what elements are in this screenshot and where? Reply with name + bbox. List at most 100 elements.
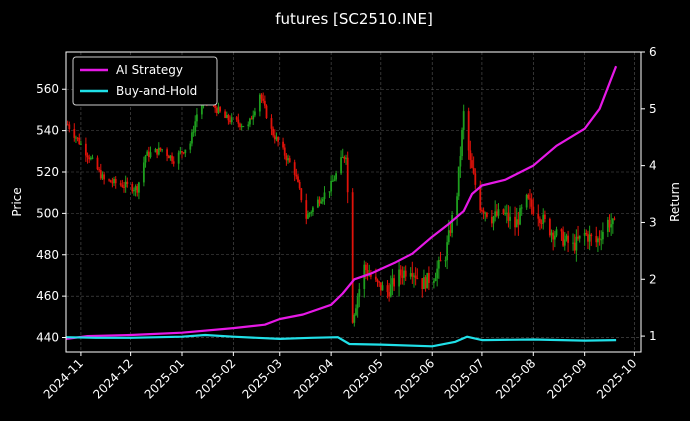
candle-body [156, 148, 159, 155]
candle-body [598, 238, 601, 240]
candle-body [124, 181, 127, 188]
candle-body [449, 230, 452, 233]
candle-body [456, 196, 458, 215]
candle-body [184, 149, 187, 154]
candle-body [144, 155, 147, 163]
candle-body [273, 135, 276, 140]
candle-body [200, 104, 203, 115]
candle-body [161, 149, 164, 151]
candle-body [537, 213, 540, 219]
candle-body [590, 234, 593, 237]
candle-body [378, 281, 381, 283]
candle-body [227, 114, 230, 121]
y-right-tick-label: 6 [649, 45, 657, 59]
candle-body [351, 192, 354, 323]
candle-body [340, 157, 342, 174]
candle-body [73, 129, 76, 138]
candle-body [330, 180, 333, 192]
y-axis-right-label: Return [668, 182, 682, 222]
candle-body [192, 131, 195, 133]
candle-body [416, 278, 419, 280]
candle-body [497, 209, 500, 216]
candle-body [401, 275, 404, 278]
candle-body [457, 166, 460, 197]
candle-body [601, 231, 604, 240]
candle-body [91, 157, 94, 159]
candle-body [240, 126, 243, 128]
candle-body [548, 219, 551, 236]
candle-body [249, 118, 251, 125]
y-tick-label: 480 [36, 248, 59, 262]
candle-body [444, 260, 447, 262]
candle-body [403, 270, 405, 278]
candle-body [247, 124, 250, 127]
y-tick-label: 500 [36, 206, 59, 220]
candle-body [462, 111, 465, 130]
candle-body [229, 120, 231, 123]
candle-body [262, 98, 265, 101]
candle-body [101, 174, 104, 179]
candle-body [368, 274, 371, 276]
candle-body [451, 214, 453, 233]
candle-body [472, 167, 475, 174]
candle-body [355, 308, 357, 315]
candle-body [343, 156, 346, 160]
ai-strategy-line [65, 65, 618, 340]
y-right-tick-label: 5 [649, 102, 657, 116]
candle-body [169, 155, 172, 159]
candle-body [84, 143, 87, 156]
candle-body [494, 211, 497, 217]
candle-body [239, 123, 241, 127]
y-right-tick-label: 2 [649, 272, 657, 286]
candle-body [305, 200, 308, 219]
candle-body [68, 124, 71, 130]
candle-body [517, 219, 520, 225]
candle-body [76, 137, 79, 139]
candle-body [89, 157, 92, 160]
y-right-tick-label: 1 [649, 329, 657, 343]
candle-body [369, 274, 372, 277]
candle-body [542, 214, 545, 224]
candle-body [597, 238, 599, 243]
candle-body [388, 292, 391, 297]
y-right-tick-label: 4 [649, 159, 657, 173]
legend-box [72, 56, 218, 106]
candle-body [560, 229, 563, 232]
candle-body [520, 207, 523, 209]
candle-body [235, 117, 238, 120]
candle-body [379, 282, 382, 291]
candle-body [421, 278, 424, 290]
candle-body [331, 180, 334, 182]
candle-body [134, 186, 137, 191]
candle-body [525, 194, 528, 208]
candle-body [123, 187, 125, 189]
candle-body [316, 199, 319, 208]
candle-body [287, 158, 289, 161]
candle-body [298, 181, 301, 189]
candle-body [126, 181, 129, 185]
candle-body [459, 156, 462, 167]
candle-body [481, 210, 483, 212]
candle-body [196, 114, 198, 122]
candle-body [426, 272, 429, 289]
candle-body [381, 285, 384, 291]
candle-body [108, 179, 110, 181]
candle-body [399, 269, 402, 276]
candle-body [502, 209, 505, 214]
candle-body [365, 264, 367, 271]
chart-title: futures [SC2510.INE] [275, 10, 433, 28]
candle-body [142, 162, 145, 183]
candle-body [409, 273, 412, 277]
candle-body [307, 214, 309, 219]
y-tick-label: 520 [36, 165, 59, 179]
y-tick-label: 460 [36, 289, 59, 303]
candle-body [138, 182, 140, 193]
candle-body [434, 278, 437, 281]
candle-body [215, 108, 218, 114]
candle-body [490, 216, 493, 224]
candle-body [610, 224, 613, 228]
candle-body [539, 218, 541, 223]
candle-body [505, 212, 508, 214]
candle-body [389, 284, 392, 297]
candle-body [270, 118, 273, 129]
